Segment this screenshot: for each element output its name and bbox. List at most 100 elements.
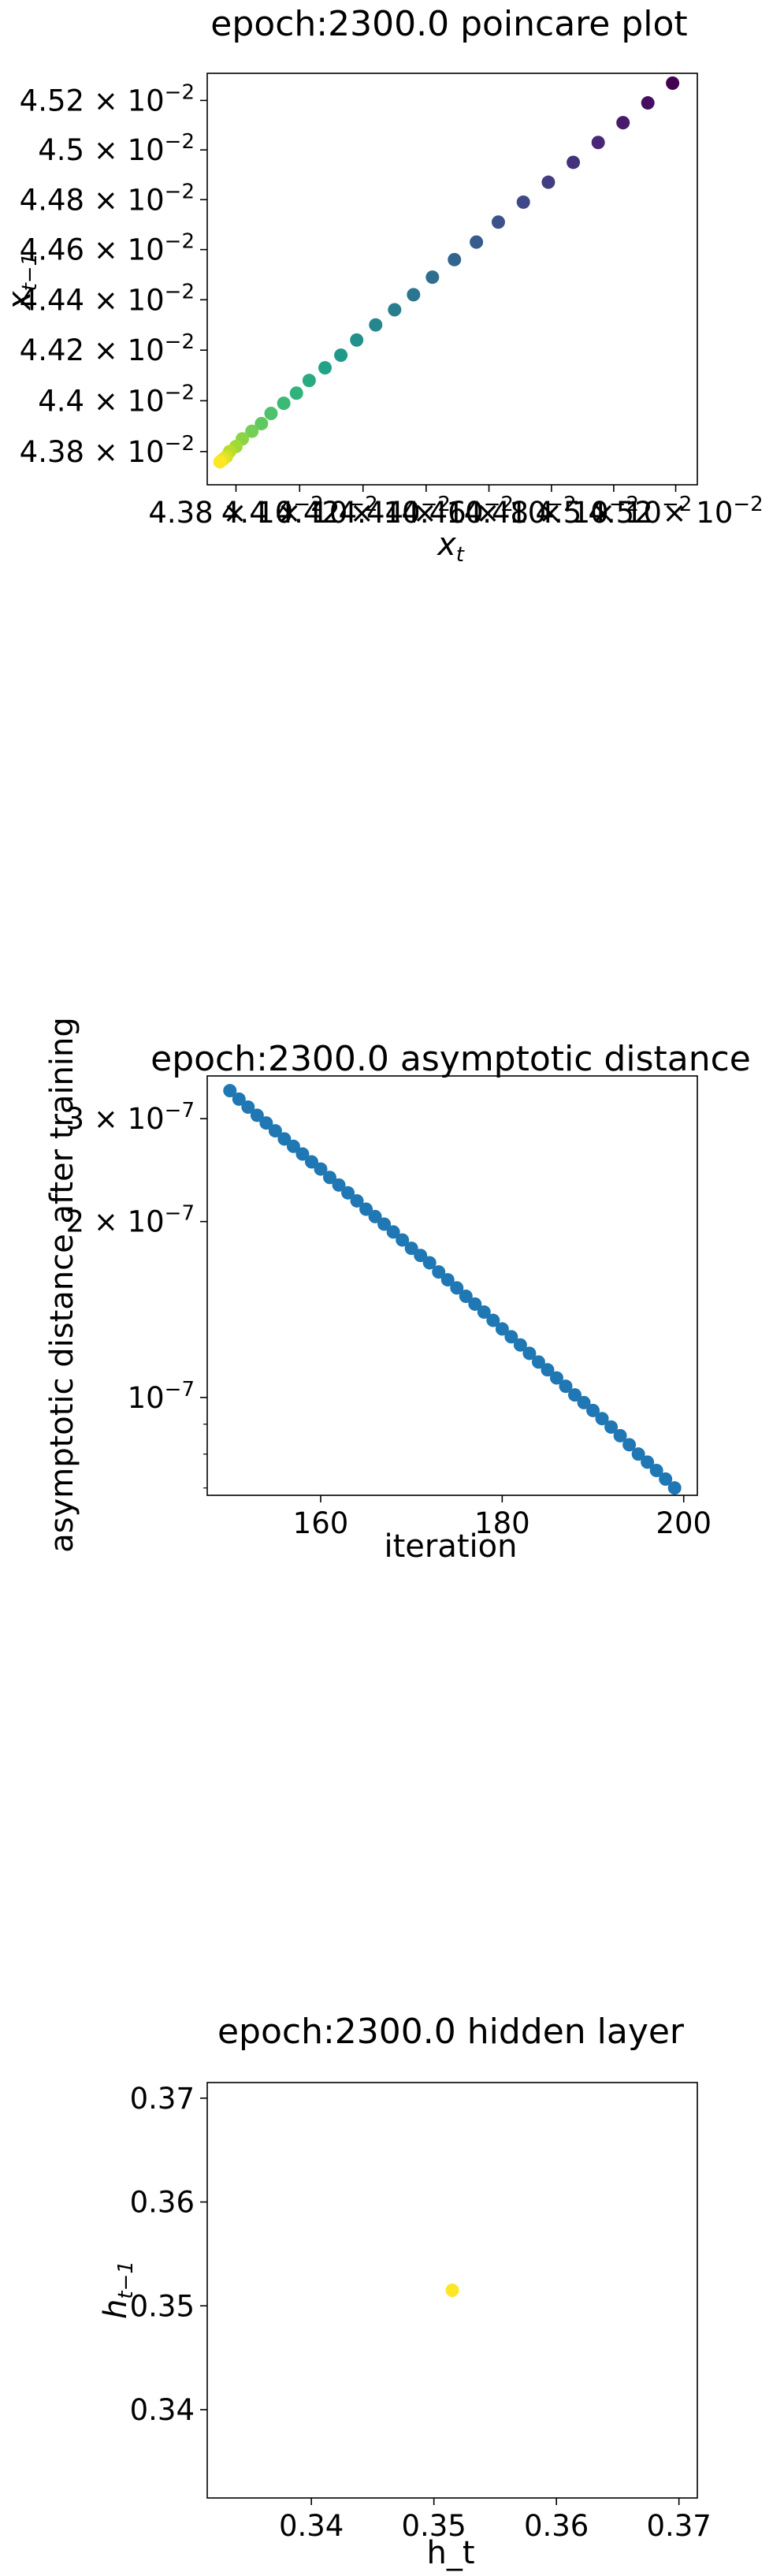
data-point — [522, 1346, 537, 1361]
data-point — [268, 1124, 282, 1138]
data-point — [513, 1338, 527, 1352]
data-point — [491, 215, 505, 229]
hidden-layer-y-ticks: 0.34 0.35 0.36 0.37 — [130, 2082, 207, 2427]
data-point — [295, 1147, 310, 1161]
data-point — [577, 1395, 591, 1409]
data-point — [277, 1132, 292, 1146]
data-point — [568, 1388, 581, 1402]
y-tick-label: 0.35 — [130, 2289, 195, 2323]
asymptotic-distance-x-label: iteration — [385, 1528, 518, 1565]
data-point — [386, 1225, 400, 1239]
data-point — [259, 1116, 273, 1130]
data-point — [440, 1273, 455, 1287]
data-point — [667, 1481, 682, 1495]
asymptotic-distance-title: epoch:2300.0 asymptotic distance — [150, 1039, 751, 1079]
data-point — [567, 155, 581, 169]
data-point — [213, 455, 227, 469]
hidden-layer-points — [445, 2284, 459, 2297]
x-tick-label: 4.5 × 10−2 — [536, 493, 693, 530]
data-point — [334, 348, 348, 363]
data-point — [232, 1092, 246, 1106]
x-tick-label: 200 — [656, 1506, 712, 1540]
data-point — [622, 1438, 637, 1452]
x-tick-label: 180 — [474, 1506, 530, 1540]
data-point — [549, 1371, 563, 1385]
data-point — [459, 1289, 473, 1303]
data-point — [586, 1403, 600, 1417]
data-point — [302, 374, 316, 388]
data-point — [486, 1313, 500, 1327]
data-point — [241, 1100, 255, 1115]
data-point — [477, 1305, 491, 1320]
x-tick-label: 4.48 × 10−2 — [464, 493, 639, 530]
poincare-plot-y-label: xt−1 — [2, 253, 42, 311]
hidden-layer-x-ticks: 0.34 0.35 0.36 0.37 — [279, 2498, 712, 2543]
y-tick-label: 4.42 × 10−2 — [20, 330, 195, 367]
x-tick-label: 4.52 × 10−2 — [588, 493, 763, 530]
data-point — [649, 1463, 663, 1477]
y-tick-label: 0.34 — [130, 2393, 195, 2427]
data-point — [604, 1420, 619, 1434]
data-point — [404, 1241, 418, 1256]
data-point — [245, 424, 259, 438]
y-tick-label: 4.44 × 10−2 — [20, 280, 195, 317]
data-point — [450, 1281, 464, 1295]
data-point — [641, 96, 655, 110]
poincare-plot-y-ticks: 4.38 × 10−2 4.4 × 10−2 4.42 × 10−2 4.44 × 1… — [20, 80, 207, 469]
data-point — [666, 76, 680, 91]
data-point — [255, 416, 269, 430]
y-tick-label: 4.52 × 10−2 — [20, 80, 195, 117]
data-point — [631, 1447, 645, 1461]
data-point — [323, 1171, 336, 1185]
data-point — [369, 318, 383, 332]
y-tick-label: 10−7 — [128, 1378, 195, 1415]
asymptotic-distance-frame — [206, 1075, 698, 1496]
data-point — [264, 407, 278, 420]
data-point — [425, 270, 440, 285]
data-point — [250, 1108, 264, 1122]
data-point — [541, 175, 555, 189]
data-point — [422, 1256, 437, 1270]
data-point — [516, 195, 530, 209]
poincare-plot-x-ticks: 4.38 × 10−24.4 × 10−24.42 × 10−24.44 × 1… — [148, 485, 764, 530]
data-point — [350, 333, 364, 347]
data-point — [414, 1249, 428, 1263]
data-point — [277, 396, 291, 411]
hidden-layer-y-label: ht−1 — [98, 2261, 138, 2319]
data-point — [531, 1355, 545, 1369]
data-point — [448, 252, 462, 266]
hidden-layer-x-label: h_t — [426, 2535, 474, 2571]
x-tick-label: 4.38 × 10−2 — [148, 493, 323, 530]
data-point — [591, 136, 605, 150]
data-point — [595, 1412, 609, 1426]
x-tick-label: 0.36 — [524, 2509, 589, 2543]
x-tick-label: 4.42 × 10−2 — [276, 493, 451, 530]
data-point — [445, 2284, 459, 2297]
x-tick-label: 4.44 × 10−2 — [339, 493, 514, 530]
asymptotic-distance-y-ticks: 10−7 2 × 10−7 3 × 10−7 — [66, 1099, 207, 1489]
data-point — [304, 1155, 318, 1169]
data-point — [318, 361, 333, 375]
asymptotic-distance-x-ticks: 160 180 200 — [293, 1495, 712, 1540]
hidden-layer-frame — [206, 2082, 698, 2499]
data-point — [541, 1363, 555, 1377]
data-point — [468, 1297, 482, 1311]
data-point — [388, 303, 402, 317]
data-point — [407, 288, 421, 302]
y-tick-label: 0.36 — [130, 2186, 195, 2220]
x-tick-label: 0.35 — [401, 2509, 466, 2543]
data-point — [504, 1330, 518, 1344]
poincare-plot-title: epoch:2300.0 poincare plot — [210, 4, 687, 44]
data-point — [314, 1162, 328, 1176]
data-point — [332, 1178, 346, 1192]
data-point — [223, 1084, 237, 1098]
data-point — [396, 1233, 410, 1247]
data-point — [286, 1139, 300, 1153]
data-point — [377, 1217, 392, 1231]
x-tick-label: 160 — [293, 1506, 349, 1540]
asymptotic-distance-y-label: asymptotic distance after training — [44, 1017, 80, 1553]
hidden-layer-title: epoch:2300.0 hidden layer — [217, 2012, 685, 2052]
data-point — [341, 1186, 355, 1200]
x-tick-label: 0.37 — [646, 2509, 711, 2543]
